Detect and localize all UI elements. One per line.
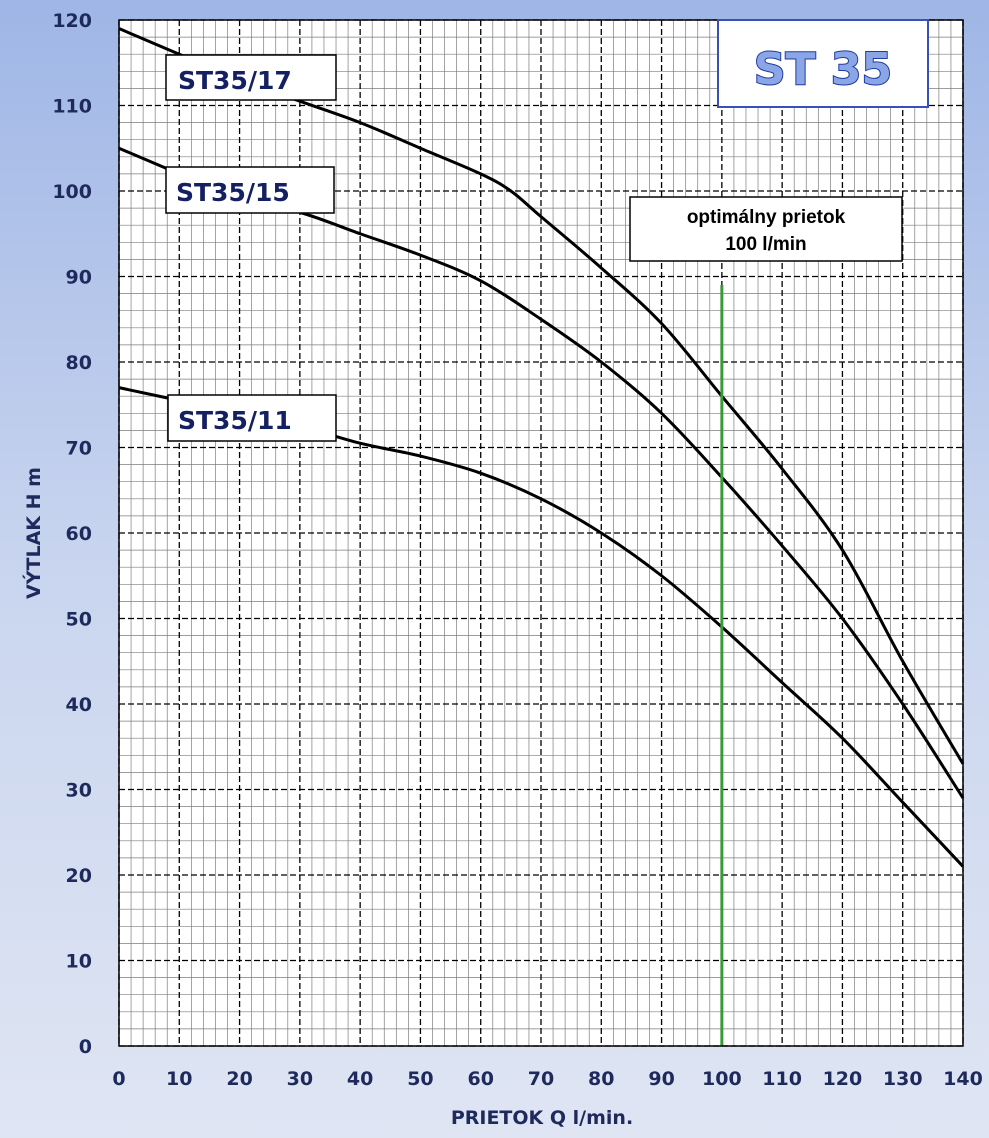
optimal-flow-text-line1: optimálny prietok [687, 207, 846, 228]
optimal-flow-annotation: optimálny prietok 100 l/min [629, 196, 903, 262]
y-tick-labels: 0 10 20 30 40 50 60 70 80 90 100 110 120 [52, 10, 92, 1058]
x-tick-label: 80 [588, 1068, 614, 1090]
y-tick-label: 100 [52, 181, 92, 203]
y-tick-label: 10 [66, 951, 92, 973]
x-tick-label: 90 [648, 1068, 674, 1090]
y-tick-label: 110 [52, 96, 92, 118]
x-tick-label: 140 [943, 1068, 983, 1090]
x-tick-label: 10 [166, 1068, 192, 1090]
series-label-st35-17-text: ST35/17 [178, 66, 292, 95]
x-tick-label: 60 [467, 1068, 493, 1090]
y-tick-label: 40 [66, 694, 92, 716]
x-tick-label: 70 [528, 1068, 554, 1090]
y-tick-label: 0 [79, 1036, 92, 1058]
x-tick-label: 30 [287, 1068, 313, 1090]
x-tick-label: 100 [702, 1068, 742, 1090]
x-tick-label: 0 [112, 1068, 125, 1090]
series-label-st35-15-text: ST35/15 [176, 178, 290, 207]
x-tick-label: 130 [883, 1068, 923, 1090]
x-tick-label: 120 [823, 1068, 863, 1090]
x-tick-label: 50 [407, 1068, 433, 1090]
y-tick-label: 90 [66, 267, 92, 289]
series-label-st35-11-text: ST35/11 [178, 406, 292, 435]
y-tick-label: 70 [66, 438, 92, 460]
x-axis-title: PRIETOK Q l/min. [451, 1107, 633, 1129]
y-axis-title: VÝTLAK H m [21, 467, 45, 599]
plot-border [118, 19, 964, 1047]
series-label-st35-17: ST35/17 [165, 54, 337, 101]
optimal-flow-text-line2: 100 l/min [725, 234, 806, 255]
series-label-st35-11: ST35/11 [167, 394, 337, 442]
chart-title: ST 35 [754, 44, 892, 95]
x-tick-label: 110 [762, 1068, 802, 1090]
y-tick-label: 50 [66, 609, 92, 631]
y-tick-label: 120 [52, 10, 92, 32]
y-tick-label: 60 [66, 523, 92, 545]
y-tick-label: 30 [66, 780, 92, 802]
x-tick-labels: 0 10 20 30 40 50 60 70 80 90 100 110 120 130 140 [112, 1068, 982, 1090]
x-tick-label: 20 [226, 1068, 252, 1090]
x-tick-label: 40 [347, 1068, 373, 1090]
y-tick-label: 20 [66, 865, 92, 887]
chart-title-box: ST 35 [717, 19, 929, 108]
y-tick-label: 80 [66, 352, 92, 374]
series-label-st35-15: ST35/15 [165, 166, 335, 214]
